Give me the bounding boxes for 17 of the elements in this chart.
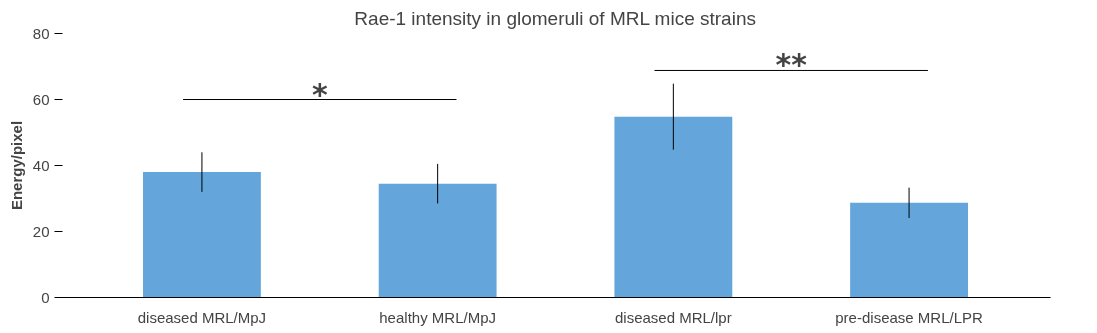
bar xyxy=(378,183,497,298)
y-tick-label: 40 xyxy=(32,156,50,174)
annotation: * xyxy=(311,76,328,112)
annotation: ** xyxy=(775,47,808,83)
y-tick-label: 20 xyxy=(32,222,50,240)
x-tick-label: pre-disease MRL/LPR xyxy=(835,308,984,326)
bar xyxy=(850,202,968,298)
y-axis-title: Energy/pixel xyxy=(7,120,25,211)
chart-title: Rae-1 intensity in glomeruli of MRL mice strains xyxy=(354,7,756,29)
x-tick-label: diseased MRL/MpJ xyxy=(137,308,267,326)
bar xyxy=(143,172,261,298)
y-tick-label: 0 xyxy=(41,288,50,306)
x-tick-label: healthy MRL/MpJ xyxy=(379,308,497,326)
y-tick-label: 60 xyxy=(32,90,50,108)
bar xyxy=(614,116,733,298)
x-tick-label: diseased MRL/lpr xyxy=(615,308,732,326)
y-tick-label: 80 xyxy=(32,24,50,42)
